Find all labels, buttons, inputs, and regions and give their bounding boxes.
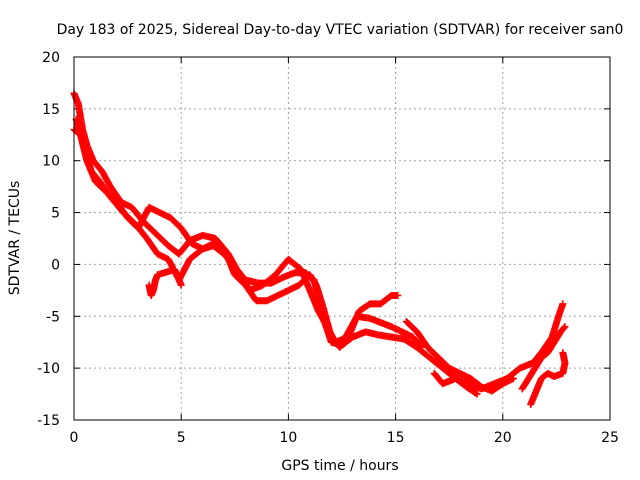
data-point xyxy=(561,323,569,331)
data-point xyxy=(473,390,481,398)
y-tick-label: 15 xyxy=(42,102,60,118)
data-point xyxy=(416,342,424,350)
data-layer xyxy=(70,89,569,408)
series-arc-7 xyxy=(518,323,569,393)
data-point xyxy=(559,349,567,357)
data-point xyxy=(394,292,402,300)
grid-layer xyxy=(74,57,610,420)
chart-title: Day 183 of 2025, Sidereal Day-to-day VTE… xyxy=(57,22,624,38)
series-arc-5 xyxy=(402,317,518,395)
data-point xyxy=(472,389,480,397)
y-tick-label: -5 xyxy=(46,309,60,325)
series-arc-4 xyxy=(145,266,185,300)
x-tick-label: 0 xyxy=(70,430,79,446)
series-arc-3 xyxy=(72,115,402,346)
data-point xyxy=(177,281,185,289)
x-tick-label: 10 xyxy=(279,430,297,446)
data-point xyxy=(417,343,425,351)
data-point xyxy=(510,375,518,383)
x-tick-label: 25 xyxy=(601,430,619,446)
x-tick-label: 5 xyxy=(177,430,186,446)
series-arc-6 xyxy=(430,369,481,398)
axes-layer: 0 5 10 15 20 25 -15 -10 -5 0 5 10 15 20 xyxy=(37,50,619,446)
series-arc-2 xyxy=(70,126,425,351)
y-tick-label: 10 xyxy=(42,154,60,170)
x-axis-label: GPS time / hours xyxy=(281,458,398,474)
x-tick-label: 15 xyxy=(387,430,405,446)
y-axis-label: SDTVAR / TECUs xyxy=(7,181,23,296)
y-tick-label: 0 xyxy=(51,257,60,273)
plot-frame xyxy=(73,56,611,421)
data-point xyxy=(559,300,567,308)
y-tick-label: -10 xyxy=(37,361,60,377)
data-point xyxy=(560,324,568,332)
y-tick-label: -15 xyxy=(37,413,60,429)
series-arc-1 xyxy=(70,89,567,393)
y-tick-label: 20 xyxy=(42,50,60,66)
y-tick-label: 5 xyxy=(51,206,60,222)
series-arc-8 xyxy=(527,349,569,408)
x-tick-label: 20 xyxy=(494,430,512,446)
